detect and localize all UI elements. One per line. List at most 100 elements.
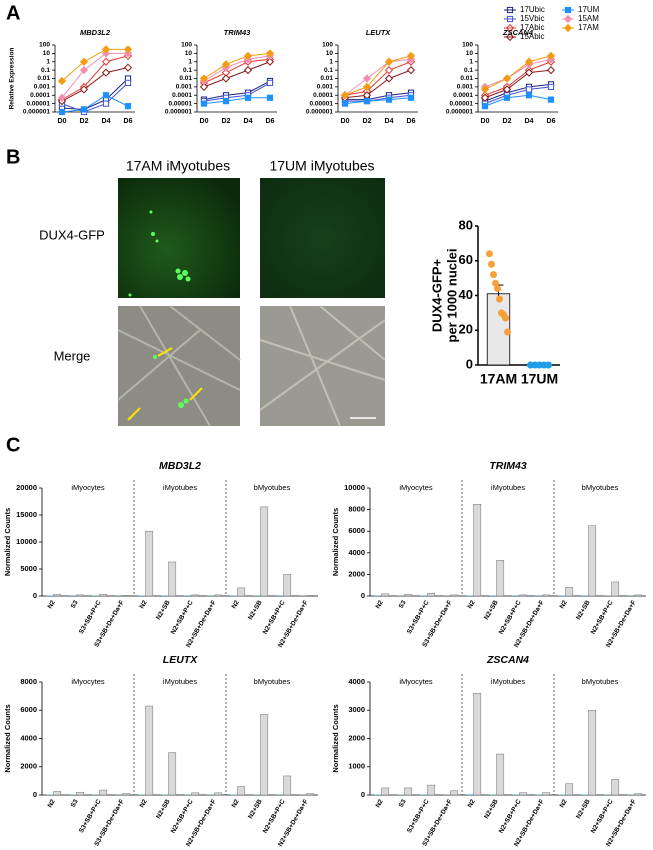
marker <box>524 57 534 66</box>
y-axis-label: Relative Expression <box>9 48 16 110</box>
group-label: bMyotubes <box>582 677 619 686</box>
y-tick-label: 0.001 <box>317 84 334 91</box>
chart-title: TRIM43 <box>224 28 252 37</box>
x-tick-label: N2 <box>231 599 241 610</box>
marker <box>221 74 231 83</box>
x-tick-label: S3 <box>70 599 80 610</box>
bar <box>558 794 566 795</box>
bar <box>427 784 436 796</box>
marker <box>199 74 209 83</box>
bar <box>53 791 62 796</box>
y-tick-label: 100 <box>39 42 50 49</box>
bar <box>214 594 223 597</box>
bar <box>145 705 154 796</box>
x-tick-label: N2+SB+P+C <box>170 599 195 635</box>
chart-title: MBD3L2 <box>80 28 111 37</box>
bar <box>138 595 146 596</box>
x-tick-label: N2+SB+P+C <box>590 599 615 635</box>
x-tick-label: N2+SB <box>155 599 172 621</box>
marker <box>502 74 512 83</box>
bar <box>496 753 505 796</box>
x-tick-label: D0 <box>481 118 490 125</box>
marker <box>362 74 372 83</box>
x-tick-label: N2+SB+P+C <box>498 599 523 635</box>
y-tick-label: 0 <box>33 591 37 600</box>
bar <box>145 531 154 597</box>
series-line <box>61 82 129 113</box>
x-tick-label: N2 <box>231 798 241 809</box>
marker <box>480 85 490 94</box>
x-tick-label: S3 <box>70 798 80 809</box>
series-line <box>203 80 271 101</box>
chart-title: MBD3L2 <box>159 460 201 472</box>
x-tick-label: D4 <box>102 118 111 125</box>
y-tick-label: 15000 <box>16 510 37 519</box>
group-label: iMyocytes <box>71 677 105 686</box>
x-tick-label: 17UM <box>521 371 558 387</box>
marker <box>503 94 511 101</box>
x-tick-label: D0 <box>58 118 67 125</box>
series-line <box>344 58 412 96</box>
panel-label: C <box>6 434 20 456</box>
series-line <box>203 82 271 102</box>
bar <box>427 593 436 597</box>
y-tick-label: 10 <box>326 50 334 57</box>
y-tick-label: 0.0001 <box>30 92 50 99</box>
data-point <box>496 295 504 303</box>
marker <box>124 79 132 86</box>
group-label: bMyotubes <box>254 483 291 492</box>
bar <box>191 594 200 597</box>
x-tick-label: N2 <box>47 798 57 809</box>
y-tick-label: 6000 <box>348 526 365 535</box>
bar <box>611 581 620 597</box>
chart-title: ZSCAN4 <box>486 654 529 666</box>
series-line <box>345 94 412 102</box>
x-tick-label: S3+SB+P+C <box>78 798 103 834</box>
marker <box>481 103 489 110</box>
y-tick-label: 100 <box>181 42 192 49</box>
x-tick-label: S3+SB+P+C <box>406 798 431 834</box>
legend-label: 15Vbic <box>520 14 544 23</box>
y-tick-label: 6000 <box>20 705 37 714</box>
group-label: iMyotubes <box>491 677 525 686</box>
group-label: iMyotubes <box>163 483 197 492</box>
x-tick-label: N2+SB+P+C <box>590 798 615 834</box>
marker <box>123 63 133 72</box>
marker <box>384 57 394 66</box>
bar <box>581 794 589 795</box>
group-label: bMyotubes <box>254 677 291 686</box>
y-axis-label: DUX4-GFP+ <box>429 258 444 332</box>
x-tick-label: N2 <box>139 599 149 610</box>
marker <box>124 103 132 110</box>
marker <box>384 66 394 75</box>
x-tick-label: S3 <box>398 798 408 809</box>
bar <box>542 594 551 597</box>
marker <box>243 51 253 61</box>
y-tick-label: 20 <box>459 322 473 337</box>
marker <box>546 66 556 75</box>
chart-title: LEUTX <box>163 654 198 666</box>
y-tick-label: 8000 <box>348 505 365 514</box>
bar <box>374 794 382 795</box>
marker <box>79 85 89 94</box>
data-point <box>487 260 495 268</box>
x-tick-label: D0 <box>341 118 350 125</box>
series-line <box>61 52 128 99</box>
panel-label: B <box>6 146 20 168</box>
y-tick-label: 60 <box>459 252 473 267</box>
bar <box>191 792 200 796</box>
y-tick-label: 0.001 <box>34 84 51 91</box>
legend-label: 15AM <box>578 14 599 23</box>
bar <box>634 793 643 796</box>
group-label: iMyotubes <box>163 677 197 686</box>
marker <box>547 83 555 90</box>
panel-label: A <box>6 2 20 24</box>
y-tick-label: 0.0001 <box>172 92 192 99</box>
x-tick-label: D2 <box>80 118 89 125</box>
x-tick-label: D6 <box>266 118 275 125</box>
marker <box>524 68 534 77</box>
x-tick-label: 17AM <box>480 371 517 387</box>
series-line <box>484 55 552 90</box>
legend-label: 17UM <box>578 5 600 14</box>
group-label: iMyocytes <box>399 677 433 686</box>
